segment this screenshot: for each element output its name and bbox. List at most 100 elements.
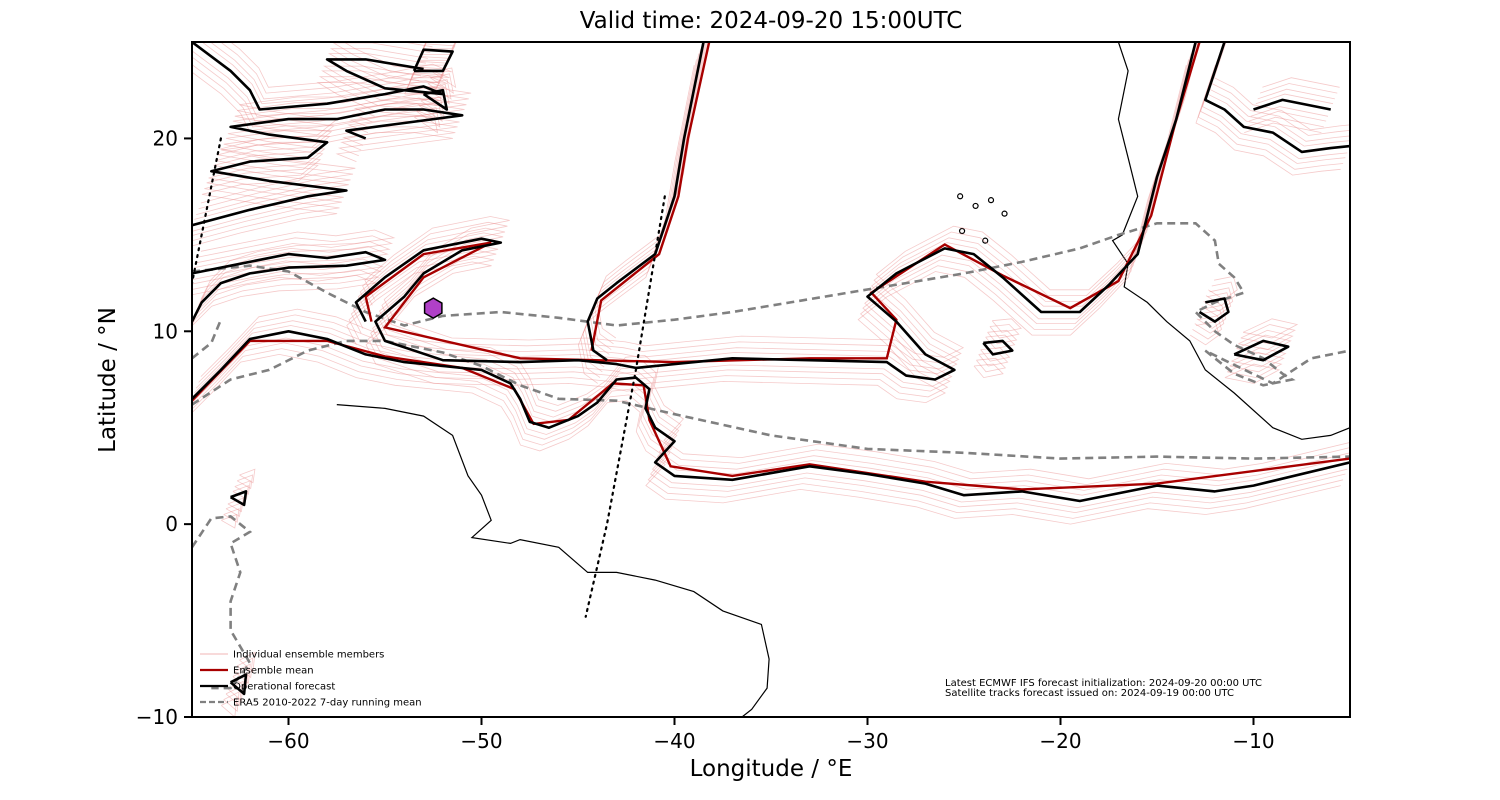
island-4 <box>958 227 966 235</box>
ensemble-member-line <box>1213 42 1350 131</box>
ensemble-mean-line <box>192 339 1350 491</box>
operational-forecast-line <box>982 339 1014 356</box>
x-tick-label: −60 <box>267 729 309 753</box>
ensemble-member-line <box>192 120 458 236</box>
x-axis-label: Longitude / °E <box>689 756 853 782</box>
legend-label: ERA5 2010-2022 7-day running mean <box>233 698 422 709</box>
ensemble-member-line <box>973 363 1004 379</box>
ensemble-member-line <box>1236 334 1292 355</box>
ensemble-member-line <box>200 86 472 204</box>
axes-layer: −60 −50 −40 −30 −20 −10 −10 0 10 20 <box>136 41 1351 753</box>
ensemble-member-line <box>195 320 1350 491</box>
ensemble-member-line <box>1209 42 1350 142</box>
ensemble-member-line <box>425 83 450 105</box>
island-0 <box>972 202 979 210</box>
ensemble-member-line <box>192 274 378 328</box>
ensemble-member-line <box>223 691 240 713</box>
era5-mean-line <box>192 319 223 360</box>
ensemble-member-line <box>1248 110 1327 122</box>
plot-title: Valid time: 2024-09-20 15:00UTC <box>579 8 963 34</box>
ensemble-member-line <box>192 64 437 128</box>
coastline-layer <box>336 42 1350 717</box>
ensemble-member-line <box>348 59 1190 398</box>
ensemble-member-line <box>1262 77 1340 88</box>
forecast-info-line: Satellite tracks forecast issued on: 202… <box>945 688 1234 699</box>
y-tick-label: 10 <box>153 319 178 343</box>
ensemble-member-line <box>420 42 457 55</box>
ensemble-member-line <box>194 103 465 220</box>
x-tick-label: −50 <box>460 729 502 753</box>
ensemble-member-line <box>1203 287 1234 312</box>
ensemble-member-line <box>362 42 1199 364</box>
legend-label: Operational forecast <box>233 682 335 693</box>
ensemble-mean-line <box>590 42 711 351</box>
ensemble-member-line <box>1201 292 1232 317</box>
ensemble-member-line <box>192 132 453 247</box>
ensemble-member-line <box>225 502 242 518</box>
ensemble-member-line <box>1246 116 1324 128</box>
ensemble-member-line <box>350 53 1192 392</box>
ensemble-member-line <box>991 318 1022 333</box>
ensemble-member-line <box>193 245 389 317</box>
ensemble-mean-line <box>364 42 1201 364</box>
operational-forecast-line <box>412 48 454 73</box>
ensemble-member-line <box>196 98 467 215</box>
ensemble-member-line <box>1259 83 1338 94</box>
operational-forecast-line <box>586 42 705 362</box>
island-2 <box>1001 210 1008 217</box>
legend: Individual ensemble members Ensemble mean… <box>200 650 422 709</box>
ensemble-member-line <box>989 324 1020 339</box>
ensemble-member-line <box>192 269 380 327</box>
operational-forecast-line <box>1233 339 1290 362</box>
ensemble-member-line <box>1208 275 1238 300</box>
forecast-info-line: Latest ECMWF IFS forecast initialization… <box>945 678 1262 689</box>
ensemble-member-line <box>1202 48 1348 160</box>
satellite-tracks-layer <box>192 137 666 618</box>
operational-forecast-line <box>192 108 464 227</box>
operational-forecast-line <box>1253 98 1331 111</box>
operational-forecast-line <box>229 490 248 507</box>
ensemble-member-line <box>192 126 456 242</box>
ensemble-member-line <box>1192 315 1222 340</box>
ensemble-member-line <box>200 229 396 300</box>
ensemble-member-line <box>1238 329 1294 351</box>
africa-coastline <box>1111 42 1350 440</box>
island-5 <box>982 237 989 244</box>
island-1 <box>987 197 995 204</box>
ensemble-member-line <box>980 347 1011 362</box>
y-tick-label: 20 <box>153 126 178 150</box>
era5-mean-line <box>192 515 253 690</box>
ensemble-member-line <box>209 42 448 100</box>
ensemble-member-line <box>1195 64 1341 176</box>
ensemble-member-line <box>192 353 1341 525</box>
marker-layer <box>423 297 443 319</box>
ensemble-member-line <box>192 337 1348 509</box>
operational-forecast-line <box>229 673 248 696</box>
x-tick-label: −30 <box>846 729 888 753</box>
ensemble-member-line <box>1224 363 1281 384</box>
ensemble-member-line <box>192 56 439 122</box>
ensemble-member-line <box>346 65 1187 404</box>
operational-forecast-line <box>192 250 387 323</box>
ensemble-member-line <box>237 474 254 490</box>
x-tick-label: −20 <box>1039 729 1081 753</box>
ensemble-member-line <box>414 112 439 134</box>
ensemble-member-line <box>1207 42 1350 147</box>
ensemble-member-line <box>192 348 1344 519</box>
ensemble-member-line <box>192 258 384 324</box>
y-tick-label: −10 <box>136 705 178 729</box>
satellite-track-line <box>584 195 666 618</box>
ensemble-member-line <box>223 508 240 523</box>
ensemble-member-line <box>1200 53 1346 164</box>
ensemble-member-line <box>239 468 256 484</box>
operational-forecast-layer <box>192 42 1350 696</box>
ensemble-member-line <box>1194 309 1225 334</box>
ensemble-member-line <box>192 342 1346 514</box>
operational-forecast-line <box>354 42 1197 381</box>
operational-forecast-line <box>192 330 1350 503</box>
legend-label: Individual ensemble members <box>233 650 384 661</box>
ensemble-member-line <box>987 329 1018 345</box>
ensemble-member-line <box>976 357 1007 373</box>
island-3 <box>957 193 964 200</box>
